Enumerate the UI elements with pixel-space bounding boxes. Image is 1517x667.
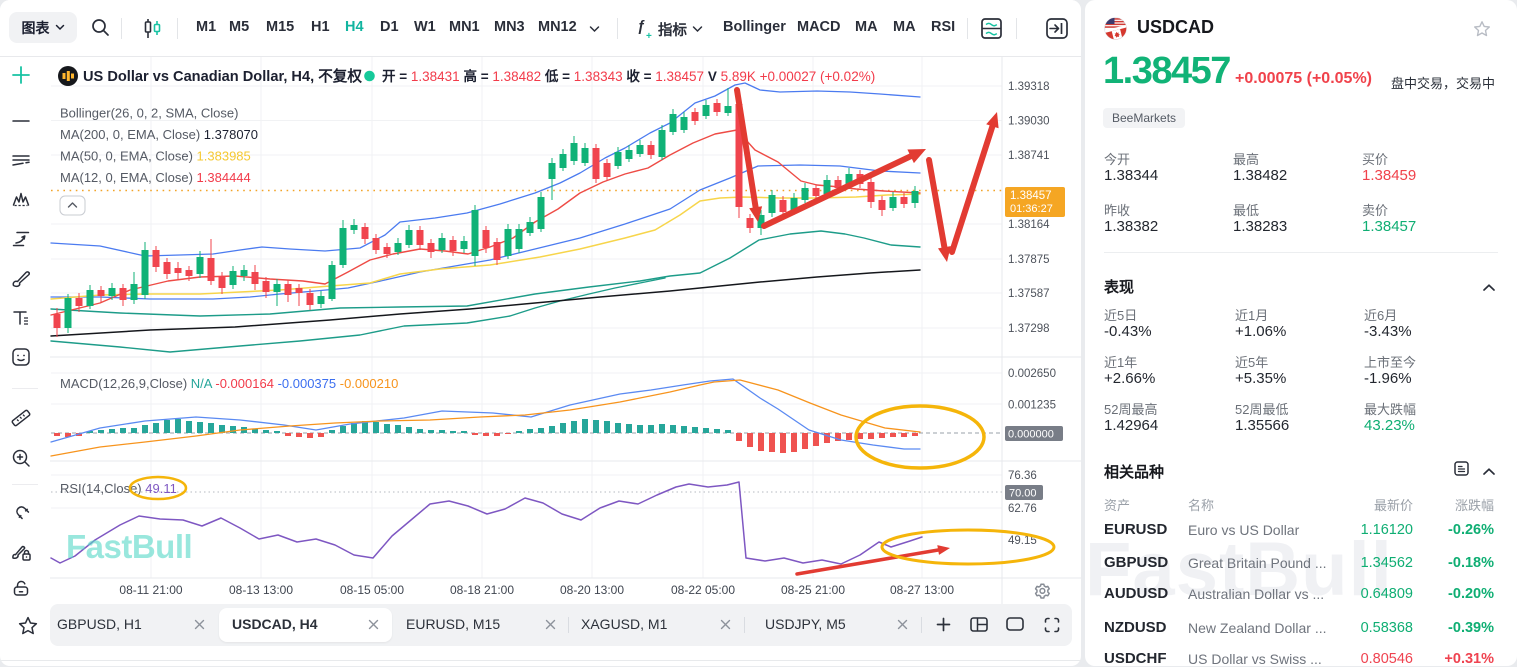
svg-text:1.38741: 1.38741 [1008,150,1050,162]
svg-text:01:36:27: 01:36:27 [1010,203,1053,215]
svg-text:1.38164: 1.38164 [1008,219,1050,231]
svg-text:1.37587: 1.37587 [1008,288,1050,300]
svg-text:MA(200, 0, EMA, Close) 1.3780: MA(200, 0, EMA, Close) 1.378070 [60,127,258,142]
svg-text:0.002650: 0.002650 [1008,368,1056,380]
svg-text:08-11 21:00: 08-11 21:00 [119,583,182,597]
svg-text:08-27 13:00: 08-27 13:00 [890,583,954,597]
svg-text:Bollinger(26, 0, 2, SMA, Close: Bollinger(26, 0, 2, SMA, Close) [60,106,238,121]
svg-text:49.15: 49.15 [1008,535,1037,547]
svg-text:1.37875: 1.37875 [1008,254,1050,266]
svg-text:1.39030: 1.39030 [1008,116,1050,128]
svg-text:RSI(14,Close) 49.11: RSI(14,Close) 49.11 [60,481,177,496]
svg-text:08-22 05:00: 08-22 05:00 [671,583,735,597]
svg-text:0.000000: 0.000000 [1008,429,1054,441]
svg-text:FastBull: FastBull [66,528,192,565]
svg-text:76.36: 76.36 [1008,470,1037,482]
svg-text:08-20 13:00: 08-20 13:00 [560,583,624,597]
svg-text:08-15 05:00: 08-15 05:00 [340,583,404,597]
svg-text:1.39318: 1.39318 [1008,81,1050,93]
svg-text:62.76: 62.76 [1008,503,1037,515]
svg-text:开 = 1.38431 高 = 1.38482 低 =: 开 = 1.38431 高 = 1.38482 低 = 1.38343 收 = … [382,68,875,84]
svg-text:1.38457: 1.38457 [1010,190,1052,202]
svg-text:US Dollar vs Canadian Dollar,: US Dollar vs Canadian Dollar, H4, 不复权 [83,67,362,85]
svg-text:70.00: 70.00 [1009,488,1037,500]
svg-text:0.001235: 0.001235 [1008,400,1056,412]
svg-text:08-18 21:00: 08-18 21:00 [450,583,514,597]
svg-text:08-25 21:00: 08-25 21:00 [781,583,845,597]
svg-text:MA(12, 0, EMA, Close) 1.38444: MA(12, 0, EMA, Close) 1.384444 [60,170,251,185]
svg-text:1.37298: 1.37298 [1008,323,1050,335]
svg-text:08-13 13:00: 08-13 13:00 [229,583,293,597]
svg-text:MACD(12,26,9,Close) N/A -0.00: MACD(12,26,9,Close) N/A -0.000164 -0.000… [60,376,398,391]
svg-text:MA(50, 0, EMA, Close) 1.38398: MA(50, 0, EMA, Close) 1.383985 [60,149,251,164]
